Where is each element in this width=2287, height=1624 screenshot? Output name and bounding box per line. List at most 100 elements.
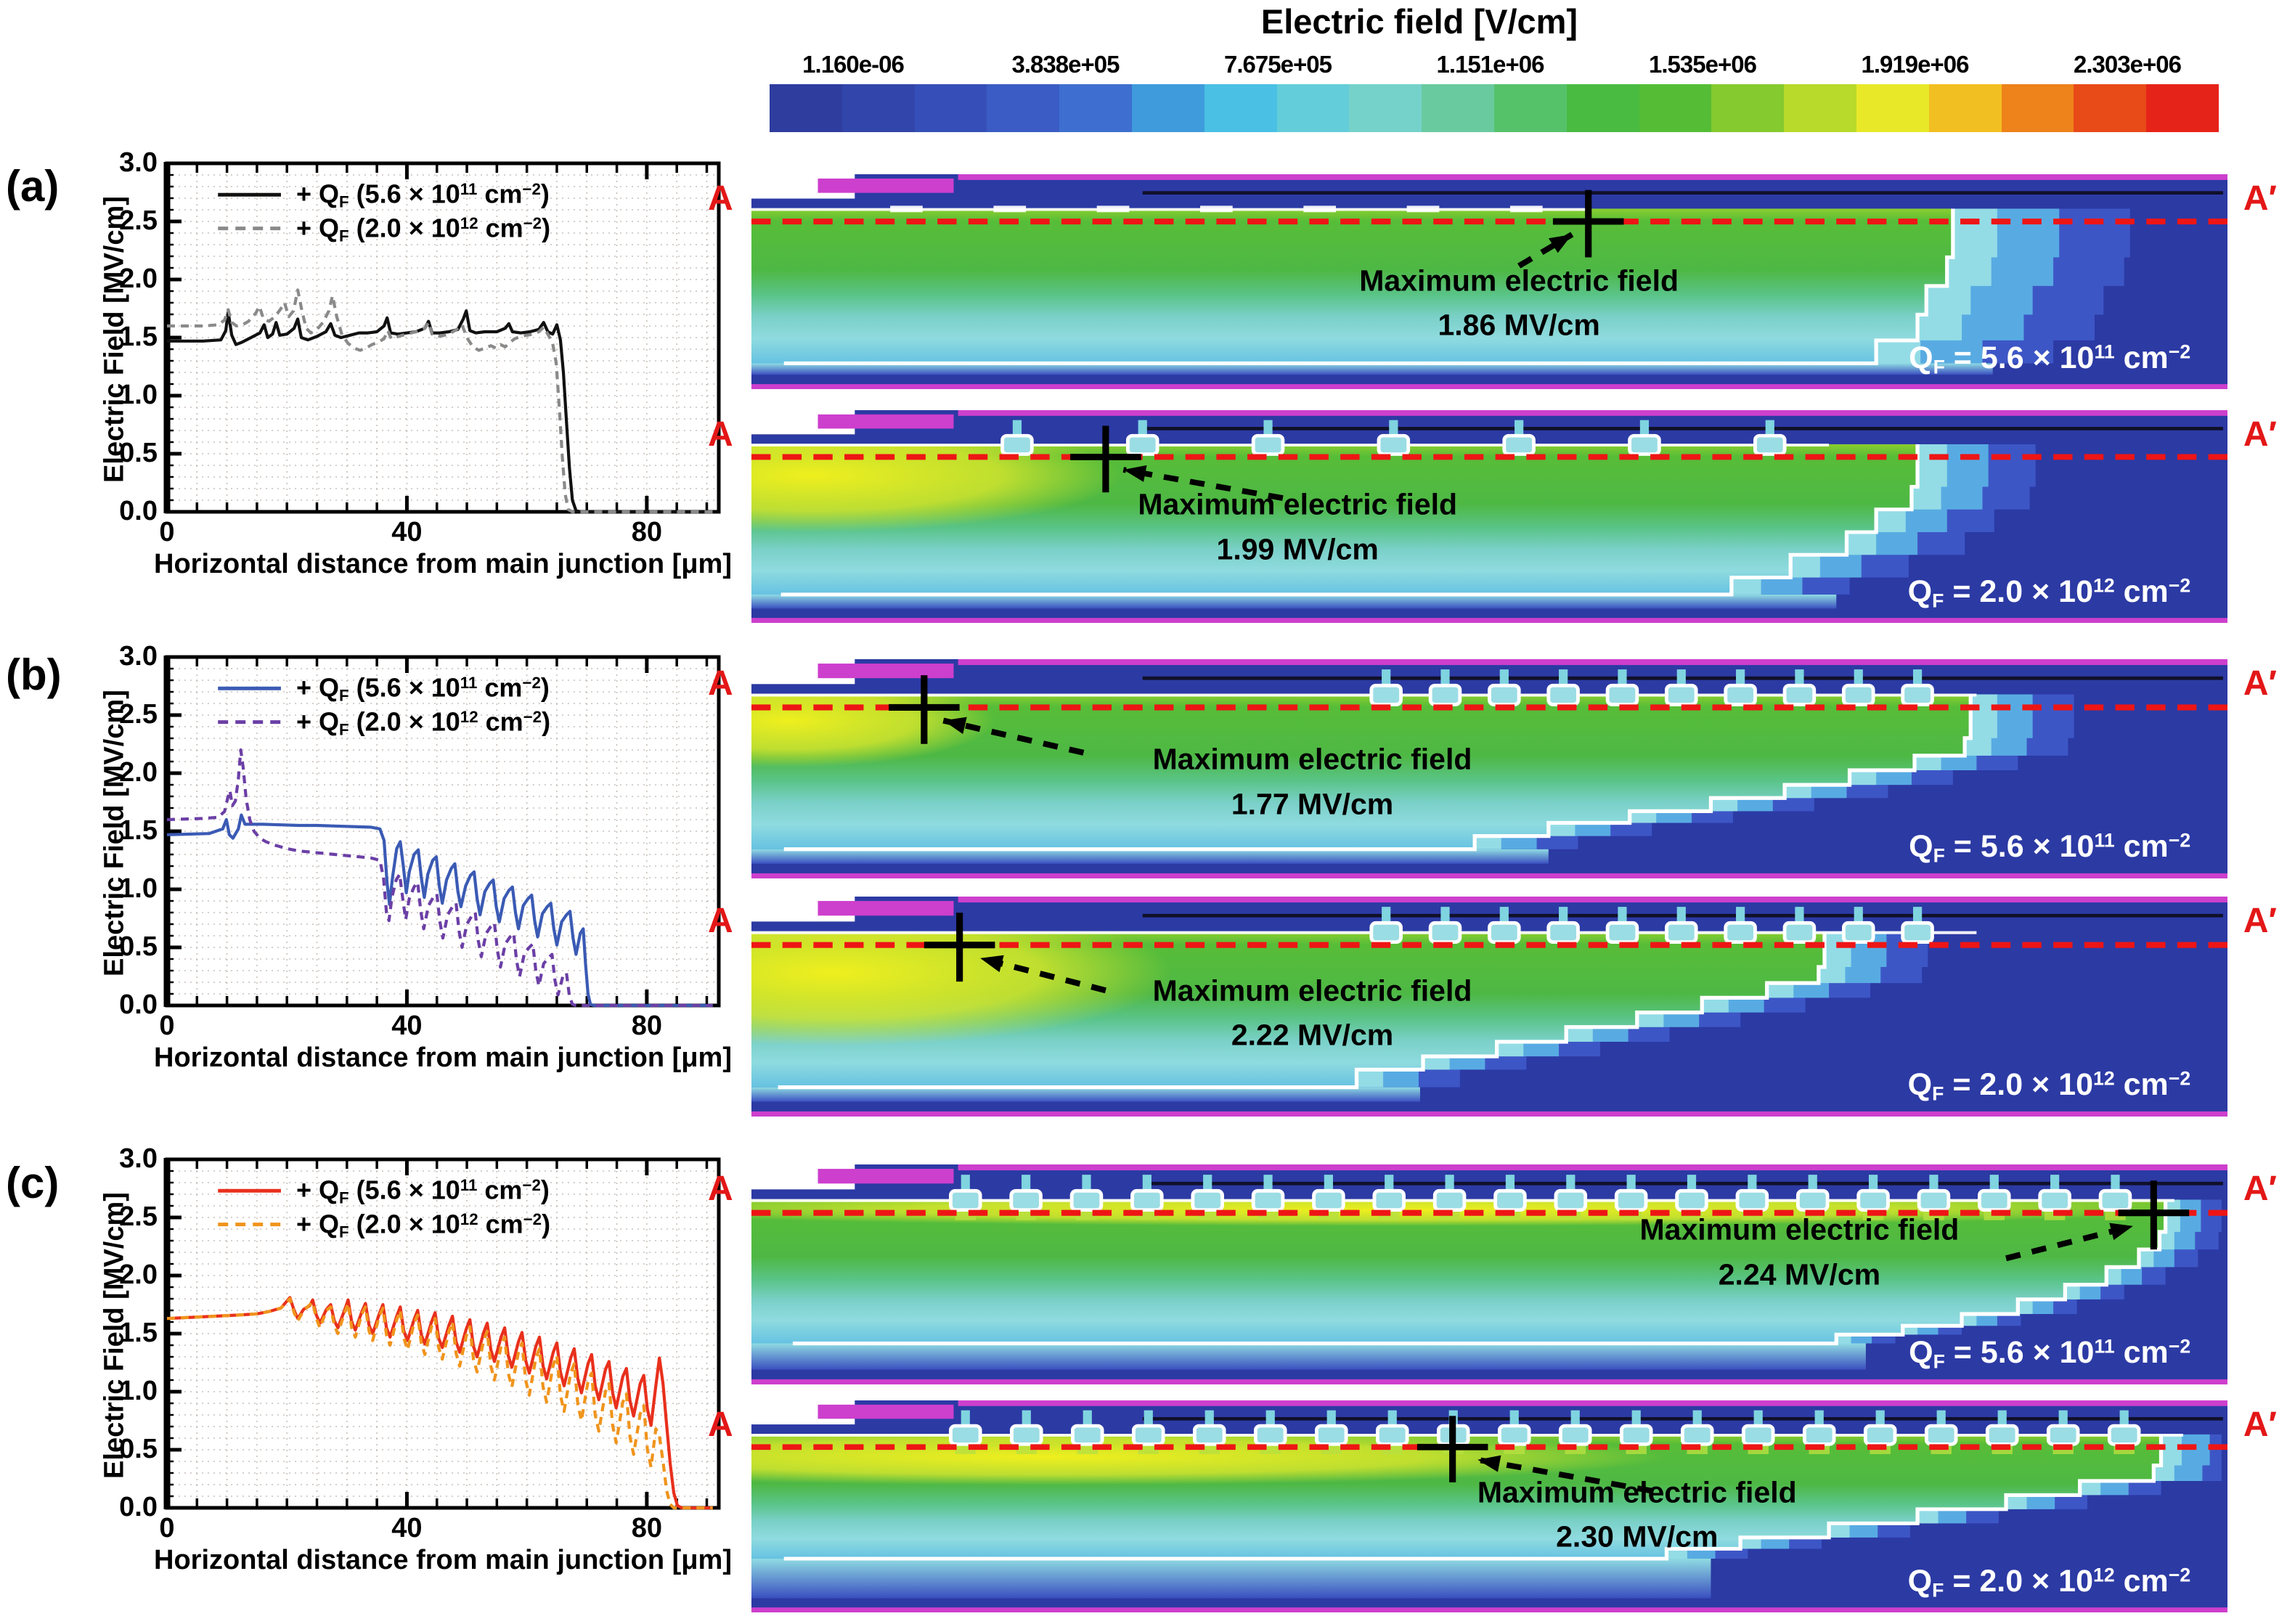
colorbar-tick-label: 1.151e+06 (1436, 51, 1545, 78)
colorbar-segment (914, 84, 987, 132)
chart-a-canvas (163, 161, 721, 514)
colorbar-segment (841, 84, 915, 132)
section-label-A: A (708, 1170, 733, 1208)
y-tick-label: 1.0 (119, 873, 158, 904)
field-map-canvas (751, 174, 2227, 389)
section-label-A-prime: A′ (2243, 664, 2277, 703)
colorbar-segment (1856, 84, 1929, 132)
panel-label-a: (a) (6, 162, 60, 211)
max-field-value: 1.86 MV/cm (1438, 308, 1600, 342)
qf-value-label: QF = 5.6 × 1011 cm−2 (1909, 1335, 2191, 1373)
section-label-A: A (708, 902, 733, 940)
heatmap-b-qf-high: A A′ Maximum electric field 2.22 MV/cm Q… (708, 897, 2277, 1117)
section-label-A-prime: A′ (2243, 1170, 2277, 1208)
colorbar-tick-label: 1.535e+06 (1649, 51, 1757, 78)
section-label-A: A (708, 415, 733, 454)
y-tick-label: 1.0 (119, 1376, 158, 1406)
panel-label-b: (b) (6, 650, 62, 699)
section-label-A-prime: A′ (2243, 179, 2277, 218)
field-map-canvas (751, 897, 2227, 1117)
colorbar-tick-label: 1.919e+06 (1861, 51, 1970, 78)
legend-entry-qf-low: + QF (5.6 × 1011 cm−2) (296, 672, 550, 705)
colorbar-segment (2074, 84, 2147, 132)
colorbar-segment (1784, 84, 1856, 132)
y-tick-label: 2.0 (119, 757, 158, 788)
max-field-label: Maximum electric field (1152, 974, 1472, 1008)
x-axis-title: Horizontal distance from main junction [… (154, 1042, 732, 1073)
y-tick-label: 0.5 (119, 1434, 158, 1464)
qf-value-label: QF = 2.0 × 1012 cm−2 (1907, 1067, 2191, 1105)
y-tick-label: 2.5 (119, 205, 158, 236)
section-label-A-prime: A′ (2243, 1405, 2277, 1444)
y-tick-label: 0.0 (119, 1492, 158, 1522)
qf-value-label: QF = 2.0 × 1012 cm−2 (1907, 1563, 2191, 1601)
chart-b-canvas (163, 655, 721, 1008)
heatmap-b-qf-low: A A′ Maximum electric field 1.77 MV/cm Q… (708, 659, 2277, 878)
field-map-canvas (751, 410, 2227, 623)
max-field-value: 1.99 MV/cm (1216, 532, 1379, 566)
x-axis-title: Horizontal distance from main junction [… (154, 1545, 732, 1575)
colorbar-segment (1566, 84, 1639, 132)
colorbar-segment (1928, 84, 2002, 132)
y-tick-label: 1.5 (119, 815, 158, 846)
y-tick-label: 2.5 (119, 699, 158, 730)
section-label-A: A (708, 179, 733, 218)
y-tick-label: 1.5 (119, 322, 158, 352)
legend-entry-qf-low: + QF (5.6 × 1011 cm−2) (296, 1175, 550, 1207)
x-tick-label: 40 (391, 1011, 423, 1041)
max-field-annotation: Maximum electric field 2.24 MV/cm (1640, 1208, 1960, 1297)
x-tick-label: 0 (159, 1011, 175, 1041)
max-field-value: 1.77 MV/cm (1231, 787, 1394, 821)
y-tick-label: 3.0 (119, 147, 158, 178)
field-map-canvas (751, 1400, 2227, 1612)
y-tick-label: 2.5 (119, 1201, 158, 1232)
colorbar: Electric field [V/cm] 1.160e-06 3.838e+05… (741, 1, 2243, 141)
y-tick-label: 0.0 (119, 990, 158, 1020)
panel-label-c: (c) (6, 1159, 60, 1207)
x-tick-label: 0 (159, 517, 175, 547)
section-label-A: A (708, 1405, 733, 1444)
chart-c: Electric Field [MV/cm] Horizontal distan… (91, 1141, 744, 1624)
y-tick-label: 3.0 (119, 641, 158, 672)
max-field-label: Maximum electric field (1138, 487, 1458, 521)
x-tick-label: 0 (159, 1513, 175, 1543)
colorbar-segment (1493, 84, 1567, 132)
qf-value-label: QF = 5.6 × 1011 cm−2 (1909, 829, 2191, 867)
max-field-annotation: Maximum electric field 2.22 MV/cm (1153, 968, 1472, 1058)
colorbar-title: Electric field [V/cm] (1260, 2, 1578, 41)
y-tick-label: 2.0 (119, 264, 158, 294)
section-label-A-prime: A′ (2243, 902, 2277, 940)
max-field-label: Maximum electric field (1477, 1475, 1797, 1509)
max-field-annotation: Maximum electric field 1.77 MV/cm (1153, 738, 1472, 827)
legend-entry-qf-high: + QF (2.0 × 1012 cm−2) (296, 706, 551, 739)
field-map-canvas (751, 1164, 2227, 1384)
x-tick-label: 40 (391, 517, 423, 547)
y-tick-label: 1.5 (119, 1318, 158, 1348)
colorbar-segment (1276, 84, 1350, 132)
y-tick-label: 0.5 (119, 438, 158, 468)
y-tick-label: 0.0 (119, 496, 158, 526)
y-tick-label: 1.0 (119, 380, 158, 410)
colorbar-tick-label: 7.675e+05 (1224, 51, 1332, 78)
colorbar-segment (1131, 84, 1204, 132)
x-tick-label: 80 (631, 1513, 662, 1543)
max-field-value: 2.22 MV/cm (1231, 1018, 1394, 1052)
max-field-value: 2.24 MV/cm (1718, 1257, 1881, 1292)
colorbar-segment (1059, 84, 1132, 132)
x-tick-label: 80 (631, 1011, 662, 1041)
chart-a: Electric Field [MV/cm] Horizontal distan… (91, 145, 744, 628)
legend-entry-qf-high: + QF (2.0 × 1012 cm−2) (296, 213, 551, 245)
qf-value-label: QF = 5.6 × 1011 cm−2 (1909, 340, 2191, 378)
max-field-label: Maximum electric field (1152, 742, 1472, 776)
chart-b: Electric Field [MV/cm] Horizontal distan… (91, 639, 744, 1122)
section-label-A-prime: A′ (2243, 415, 2277, 454)
x-axis-title: Horizontal distance from main junction [… (154, 549, 732, 579)
max-field-annotation: Maximum electric field 1.86 MV/cm (1359, 258, 1679, 348)
chart-c-canvas (163, 1157, 721, 1510)
colorbar-segment (1204, 84, 1277, 132)
colorbar-tick-label: 3.838e+05 (1011, 51, 1120, 78)
colorbar-strip (770, 84, 2219, 132)
heatmap-a-qf-low: A A′ Maximum electric field 1.86 MV/cm Q… (708, 174, 2277, 389)
y-tick-label: 2.0 (119, 1260, 158, 1290)
max-field-annotation: Maximum electric field 2.30 MV/cm (1477, 1470, 1797, 1559)
